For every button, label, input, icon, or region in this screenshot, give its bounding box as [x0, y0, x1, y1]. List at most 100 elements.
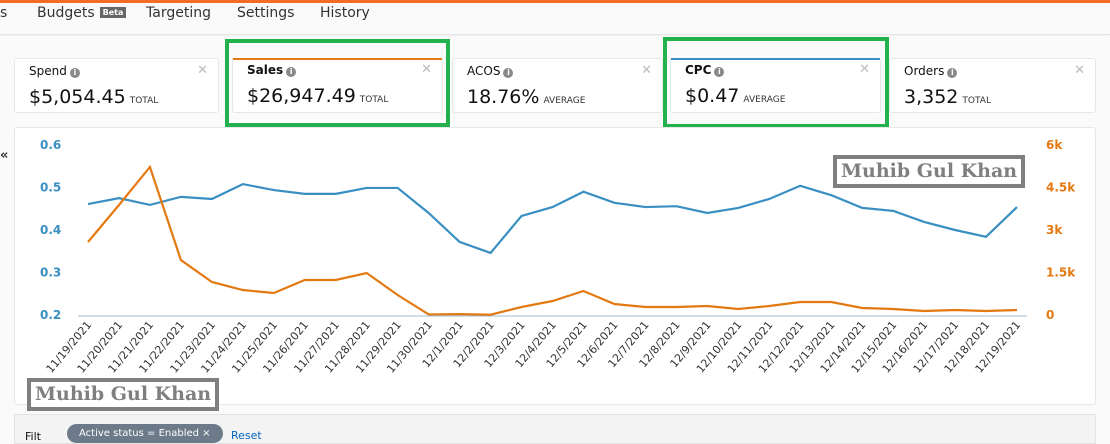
- data-point-sales[interactable]: [643, 305, 647, 309]
- data-point-sales[interactable]: [984, 309, 988, 313]
- data-point-cpc[interactable]: [674, 204, 678, 208]
- data-point-cpc[interactable]: [272, 188, 276, 192]
- data-point-sales[interactable]: [860, 306, 864, 310]
- collapse-icon[interactable]: «: [0, 148, 9, 163]
- data-point-sales[interactable]: [117, 203, 121, 207]
- data-point-cpc[interactable]: [303, 192, 307, 196]
- data-point-cpc[interactable]: [520, 214, 524, 218]
- data-point-cpc[interactable]: [891, 209, 895, 213]
- tab-targeting[interactable]: Targeting: [146, 5, 211, 21]
- watermark: Muhib Gul Khan: [27, 378, 220, 411]
- y-left-tick: 0.4: [40, 223, 61, 237]
- data-point-cpc[interactable]: [705, 211, 709, 215]
- data-point-sales[interactable]: [179, 258, 183, 262]
- close-icon[interactable]: ✕: [641, 63, 652, 78]
- tab-budgets[interactable]: Budgets Beta: [37, 5, 127, 21]
- data-point-sales[interactable]: [705, 304, 709, 308]
- data-point-cpc[interactable]: [241, 182, 245, 186]
- metric-card-cpc[interactable]: CPC i $0.47 AVERAGE ✕: [670, 58, 881, 113]
- data-point-cpc[interactable]: [427, 211, 431, 215]
- info-icon[interactable]: i: [286, 67, 297, 77]
- metric-card-spend[interactable]: Spend i $5,054.45 TOTAL ✕: [14, 58, 219, 113]
- series-line-cpc: [87, 182, 1018, 255]
- filter-label: Filt: [25, 430, 41, 443]
- data-point-cpc[interactable]: [581, 190, 585, 194]
- metric-card-acos[interactable]: ACOS i 18.76% AVERAGE ✕: [452, 58, 663, 113]
- data-point-sales[interactable]: [303, 278, 307, 282]
- tab-settings[interactable]: Settings: [237, 5, 295, 21]
- data-point-sales[interactable]: [736, 307, 740, 311]
- info-icon[interactable]: i: [714, 67, 725, 77]
- metric-card-orders[interactable]: Orders i 3,352 TOTAL ✕: [889, 58, 1096, 113]
- data-point-cpc[interactable]: [148, 203, 152, 207]
- data-point-sales[interactable]: [798, 300, 802, 304]
- data-point-cpc[interactable]: [210, 197, 214, 201]
- info-icon[interactable]: i: [947, 68, 958, 78]
- metric-amount: $0.47: [685, 85, 740, 107]
- close-icon[interactable]: ✕: [1074, 63, 1085, 78]
- data-point-sales[interactable]: [891, 307, 895, 311]
- reset-link[interactable]: Reset: [231, 429, 262, 442]
- data-point-cpc[interactable]: [458, 240, 462, 244]
- data-point-cpc[interactable]: [953, 228, 957, 232]
- data-point-sales[interactable]: [612, 302, 616, 306]
- data-point-sales[interactable]: [334, 278, 338, 282]
- metric-value: $26,947.49 TOTAL: [247, 85, 388, 107]
- y-right-tick: 3k: [1046, 223, 1063, 237]
- data-point-cpc[interactable]: [736, 206, 740, 210]
- data-point-cpc[interactable]: [551, 205, 555, 209]
- tab-label: Budgets: [37, 5, 95, 21]
- data-point-cpc[interactable]: [86, 202, 90, 206]
- data-point-sales[interactable]: [551, 299, 555, 303]
- metric-card-sales[interactable]: Sales i $26,947.49 TOTAL ✕: [232, 58, 443, 113]
- info-icon[interactable]: i: [69, 68, 80, 78]
- data-point-cpc[interactable]: [1015, 205, 1019, 209]
- tab-partial[interactable]: s: [0, 5, 8, 21]
- data-point-sales[interactable]: [241, 288, 245, 292]
- data-point-cpc[interactable]: [117, 196, 121, 200]
- data-point-sales[interactable]: [767, 304, 771, 308]
- data-point-sales[interactable]: [210, 280, 214, 284]
- filter-chip[interactable]: Active status = Enabled ×: [67, 424, 223, 443]
- data-point-sales[interactable]: [396, 293, 400, 297]
- data-point-sales[interactable]: [86, 240, 90, 244]
- data-point-cpc[interactable]: [489, 251, 493, 255]
- metric-unit: AVERAGE: [743, 95, 786, 105]
- data-point-cpc[interactable]: [179, 195, 183, 199]
- data-point-sales[interactable]: [953, 308, 957, 312]
- tab-history[interactable]: History: [320, 5, 370, 21]
- data-point-sales[interactable]: [674, 305, 678, 309]
- data-point-cpc[interactable]: [798, 184, 802, 188]
- data-point-sales[interactable]: [520, 305, 524, 309]
- data-point-sales[interactable]: [272, 291, 276, 295]
- close-icon[interactable]: ✕: [421, 62, 432, 77]
- data-point-sales[interactable]: [365, 271, 369, 275]
- data-point-cpc[interactable]: [829, 193, 833, 197]
- data-point-sales[interactable]: [581, 289, 585, 293]
- data-point-cpc[interactable]: [396, 186, 400, 190]
- data-point-sales[interactable]: [148, 165, 152, 169]
- data-point-sales[interactable]: [829, 300, 833, 304]
- metric-value: $0.47 AVERAGE: [685, 85, 785, 107]
- data-point-sales[interactable]: [1015, 308, 1019, 312]
- metric-label: CPC i: [685, 63, 725, 77]
- metric-label: Sales i: [247, 63, 297, 77]
- metric-value: 18.76% AVERAGE: [467, 86, 585, 108]
- data-point-cpc[interactable]: [922, 220, 926, 224]
- close-icon[interactable]: ✕: [859, 62, 870, 77]
- data-point-cpc[interactable]: [612, 201, 616, 205]
- data-point-sales[interactable]: [458, 312, 462, 316]
- data-point-sales[interactable]: [922, 309, 926, 313]
- metric-value: $5,054.45 TOTAL: [29, 86, 158, 108]
- info-icon[interactable]: i: [503, 68, 514, 78]
- data-point-cpc[interactable]: [767, 197, 771, 201]
- data-point-sales[interactable]: [427, 312, 431, 316]
- data-point-cpc[interactable]: [984, 235, 988, 239]
- data-point-cpc[interactable]: [365, 186, 369, 190]
- data-point-sales[interactable]: [489, 313, 493, 317]
- close-icon[interactable]: ✕: [197, 63, 208, 78]
- metric-name: Orders: [904, 64, 945, 78]
- data-point-cpc[interactable]: [860, 206, 864, 210]
- data-point-cpc[interactable]: [643, 205, 647, 209]
- data-point-cpc[interactable]: [334, 192, 338, 196]
